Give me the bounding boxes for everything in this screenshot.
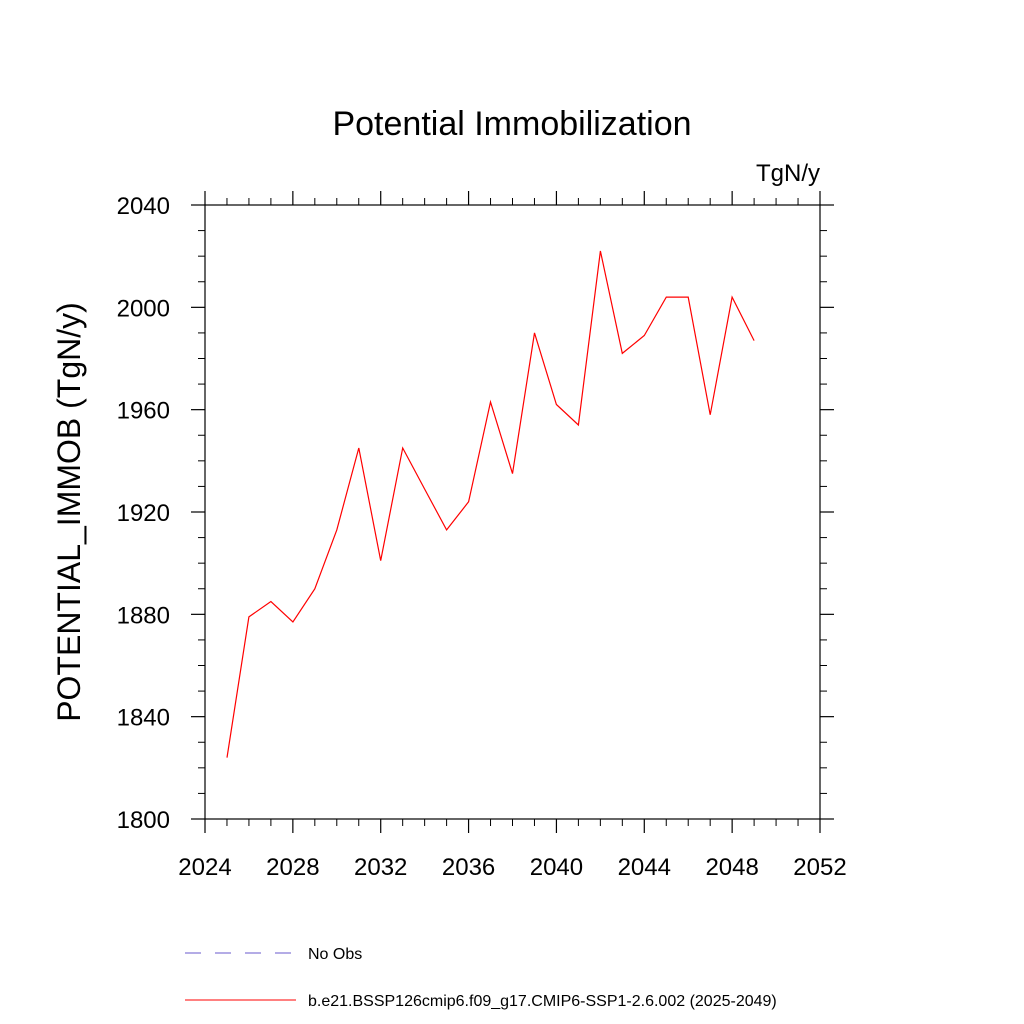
y-tick-label: 1800 [117,807,170,834]
y-tick-label: 1920 [117,500,170,527]
x-tick-label: 2036 [442,854,495,881]
y-tick-label: 2040 [117,193,170,220]
plot-frame [204,204,821,820]
x-tick-label: 2052 [793,854,846,881]
y-tick-label: 2000 [117,295,170,322]
legend-label: No Obs [308,946,362,963]
series-lines [226,250,755,758]
chart-title: Potential Immobilization [332,105,691,143]
x-tick-label: 2044 [618,854,671,881]
series-line [226,250,755,758]
legend: No Obs b.e21.BSSP126cmip6.f09_g17.CMIP6-S… [185,946,777,1010]
y-tick-label: 1840 [117,705,170,732]
legend-label: b.e21.BSSP126cmip6.f09_g17.CMIP6-SSP1-2.… [308,993,777,1010]
x-tick-label: 2032 [354,854,407,881]
x-tick-label: 2040 [530,854,583,881]
x-tick-label: 2028 [266,854,319,881]
units-label: TgN/y [756,160,820,187]
axes: 2024 2028 2032 2036 2040 2044 2048 2052 1800 1840… [117,191,847,881]
y-tick-label: 1960 [117,398,170,425]
x-tick-label: 2048 [705,854,758,881]
y-tick-label: 1880 [117,602,170,629]
y-axis-label: POTENTIAL_IMMOB (TgN/y) [51,302,87,722]
x-tick-label: 2024 [178,854,231,881]
